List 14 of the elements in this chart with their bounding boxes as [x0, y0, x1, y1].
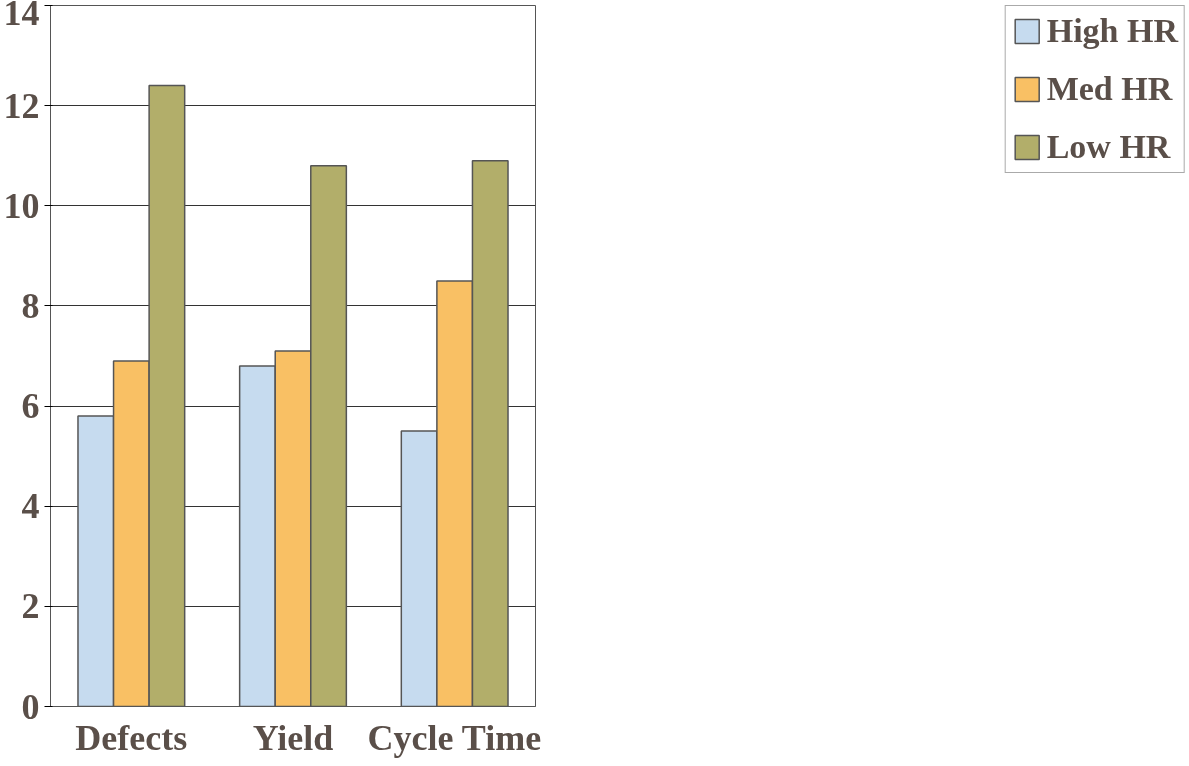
x-tick-label: Yield [252, 717, 334, 758]
y-tick-label: 14 [3, 0, 40, 33]
x-tick-label: Defects [75, 717, 188, 758]
y-tick-label: 6 [21, 386, 40, 427]
legend-label: High HR [1046, 12, 1178, 50]
y-tick-label: 2 [21, 586, 40, 627]
y-tick-label: 12 [3, 85, 40, 126]
legend-label: Med HR [1046, 70, 1173, 108]
x-tick-label: Cycle Time [367, 717, 542, 758]
y-tick-label: 10 [3, 185, 40, 226]
legend-label: Low HR [1046, 128, 1171, 166]
y-tick-label: 8 [21, 285, 40, 326]
y-tick-label: 0 [21, 686, 40, 727]
y-tick-label: 4 [21, 486, 40, 527]
